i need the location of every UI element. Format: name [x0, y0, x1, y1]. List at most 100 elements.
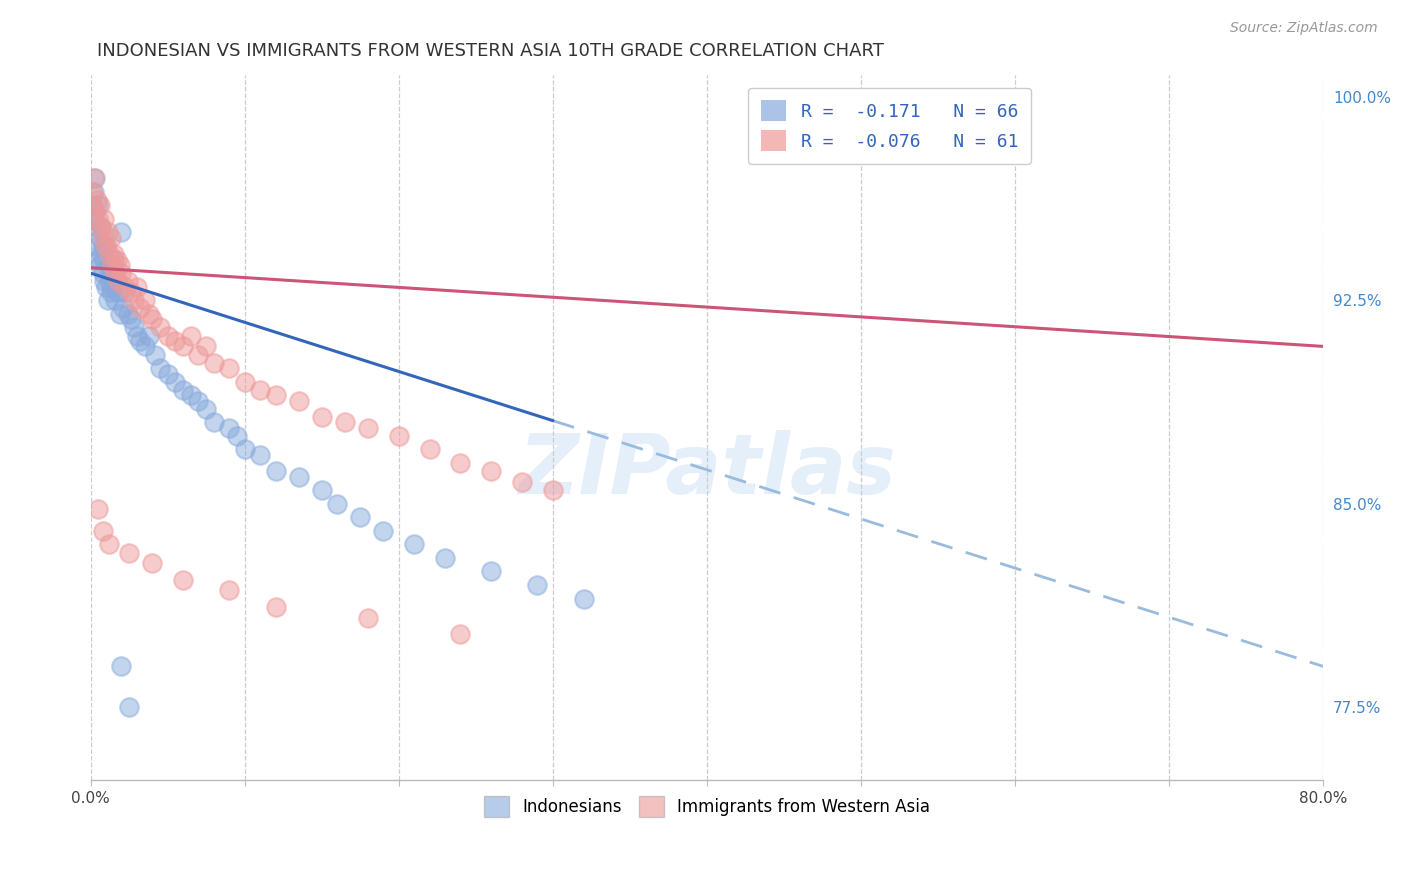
Point [98, 274, 121, 288]
Point [156, 367, 179, 381]
Point [249, 383, 271, 397]
Point [149, 361, 172, 376]
Point [404, 537, 426, 551]
Point [86, 239, 108, 253]
Legend: Indonesians, Immigrants from Western Asia: Indonesians, Immigrants from Western Asi… [475, 788, 938, 825]
Point [98, 247, 121, 261]
Point [479, 565, 502, 579]
Point [93, 252, 115, 267]
Point [449, 456, 471, 470]
Point [125, 328, 148, 343]
Point [91, 266, 114, 280]
Point [87, 252, 110, 267]
Point [138, 328, 160, 343]
Point [202, 415, 225, 429]
Point [143, 347, 166, 361]
Point [104, 293, 127, 308]
Point [90, 220, 112, 235]
Point [114, 279, 136, 293]
Point [122, 320, 145, 334]
Point [87, 198, 110, 212]
Text: ZIPatlas: ZIPatlas [517, 430, 896, 510]
Point [108, 307, 131, 321]
Point [117, 307, 139, 321]
Point [233, 375, 256, 389]
Point [110, 226, 132, 240]
Point [105, 252, 128, 267]
Point [134, 293, 156, 308]
Point [93, 274, 115, 288]
Point [195, 401, 218, 416]
Point [94, 279, 117, 293]
Point [125, 279, 148, 293]
Point [156, 328, 179, 343]
Point [129, 334, 152, 348]
Point [187, 393, 209, 408]
Point [373, 524, 395, 538]
Point [110, 266, 132, 280]
Point [357, 610, 380, 624]
Point [510, 475, 533, 489]
Point [479, 464, 502, 478]
Point [101, 279, 124, 293]
Point [89, 198, 111, 212]
Point [100, 285, 122, 300]
Point [83, 211, 105, 226]
Point [104, 266, 127, 280]
Point [226, 429, 249, 443]
Point [449, 627, 471, 641]
Point [101, 258, 124, 272]
Point [118, 700, 141, 714]
Point [107, 274, 129, 288]
Point [134, 339, 156, 353]
Point [110, 659, 132, 673]
Point [122, 293, 145, 308]
Point [114, 285, 136, 300]
Point [105, 274, 128, 288]
Point [187, 347, 209, 361]
Point [141, 557, 163, 571]
Point [94, 239, 117, 253]
Point [84, 171, 107, 186]
Point [89, 231, 111, 245]
Point [86, 193, 108, 207]
Point [218, 421, 240, 435]
Point [83, 171, 105, 186]
Point [195, 339, 218, 353]
Point [180, 328, 202, 343]
Point [233, 442, 256, 457]
Point [107, 285, 129, 300]
Point [108, 258, 131, 272]
Point [572, 591, 595, 606]
Point [357, 421, 380, 435]
Point [165, 375, 187, 389]
Point [91, 239, 114, 253]
Point [86, 220, 108, 235]
Point [388, 429, 411, 443]
Point [172, 339, 194, 353]
Point [82, 198, 104, 212]
Point [94, 239, 117, 253]
Point [172, 383, 194, 397]
Point [93, 211, 115, 226]
Point [118, 545, 141, 559]
Point [311, 483, 333, 497]
Point [83, 185, 105, 199]
Point [541, 483, 564, 497]
Point [287, 393, 309, 408]
Text: INDONESIAN VS IMMIGRANTS FROM WESTERN ASIA 10TH GRADE CORRELATION CHART: INDONESIAN VS IMMIGRANTS FROM WESTERN AS… [97, 42, 883, 60]
Point [103, 252, 125, 267]
Point [100, 231, 122, 245]
Point [264, 388, 287, 402]
Point [138, 307, 160, 321]
Point [434, 550, 457, 565]
Point [333, 415, 356, 429]
Point [120, 312, 142, 326]
Point [129, 301, 152, 316]
Point [141, 312, 163, 326]
Point [111, 301, 134, 316]
Point [202, 356, 225, 370]
Point [149, 320, 172, 334]
Point [91, 524, 114, 538]
Point [117, 274, 139, 288]
